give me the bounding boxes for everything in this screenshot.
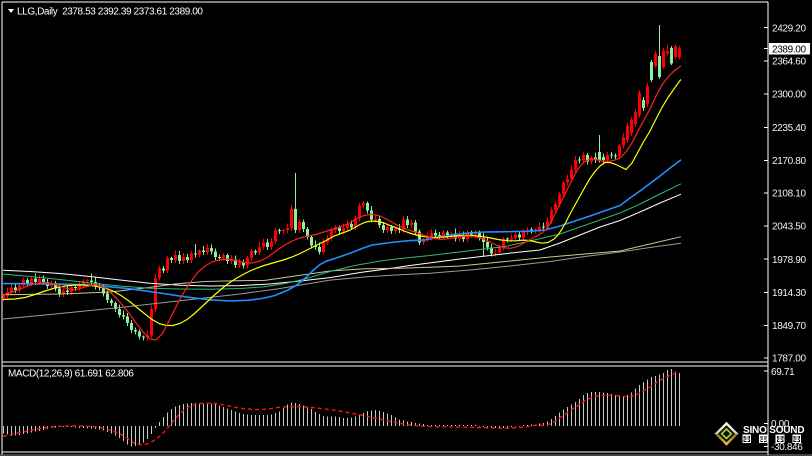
- svg-text:1787.00: 1787.00: [772, 353, 806, 364]
- svg-text:2043.50: 2043.50: [772, 222, 806, 233]
- svg-text:SINO SOUND: SINO SOUND: [743, 425, 804, 436]
- svg-text:1978.90: 1978.90: [772, 255, 806, 266]
- svg-text:0.00: 0.00: [771, 419, 790, 430]
- svg-text:2389.00: 2389.00: [772, 44, 806, 55]
- svg-text:-30.846: -30.846: [771, 442, 803, 453]
- svg-text:1914.30: 1914.30: [772, 288, 806, 299]
- svg-text:69.71: 69.71: [771, 367, 795, 378]
- svg-text:2235.40: 2235.40: [772, 123, 806, 134]
- svg-text:LLG,Daily 2378.53 2392.39 237: LLG,Daily 2378.53 2392.39 2373.61 2389.0…: [17, 7, 203, 18]
- svg-text:1849.70: 1849.70: [772, 321, 806, 332]
- svg-text:2300.00: 2300.00: [772, 90, 806, 101]
- svg-text:2429.20: 2429.20: [772, 23, 806, 34]
- svg-text:2170.80: 2170.80: [772, 156, 806, 167]
- svg-text:MACD(12,26,9) 61.691 62.806: MACD(12,26,9) 61.691 62.806: [8, 369, 134, 380]
- svg-text:2364.60: 2364.60: [772, 57, 806, 68]
- svg-text:2108.10: 2108.10: [772, 188, 806, 199]
